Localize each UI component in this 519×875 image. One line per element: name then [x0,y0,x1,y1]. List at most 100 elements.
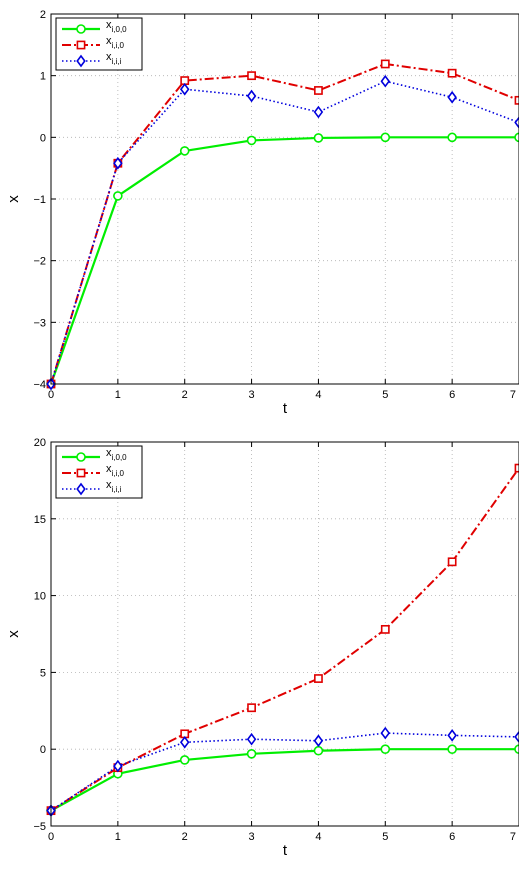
data-point-x_iii [514,730,519,744]
data-point-x_i00 [113,191,123,201]
data-point-x_i00 [246,135,257,146]
series-layer [46,463,519,817]
legend: xi,0,0xi,i,0xi,i,i [55,17,143,71]
grid [51,14,519,384]
data-point-x_ii0 [314,674,323,683]
legend-marker-x_i00 [76,24,86,34]
data-point-x_ii0 [380,59,390,69]
x-tick-label: 3 [249,831,255,843]
legend-marker-x_iii [76,482,86,496]
series-line-x_ii0 [50,62,519,385]
data-point-x_i00 [179,146,190,156]
data-point-x_iii [179,735,190,749]
series-line-x_iii [50,732,519,812]
y-tick-label: 0 [40,132,46,144]
legend-label-subscript: i,i,i [112,485,122,494]
data-point-x_iii [246,89,257,103]
legend-marker-x_i00 [76,452,86,462]
y-tick-label: 1 [40,71,46,83]
legend-label-base: x [106,447,112,459]
data-point-x_iii [447,90,457,104]
legend-marker-x_ii0 [76,40,86,50]
legend-label-base: x [106,463,112,475]
data-point-x_i00 [179,755,190,765]
data-point-x_i00 [313,133,324,143]
data-point-x_i00 [514,132,519,143]
y-tick-label: 5 [40,667,46,679]
legend-label-x_iii: xi,i,i [106,51,122,66]
y-tick-label: −5 [33,821,46,833]
data-point-x_ii0 [514,95,519,105]
series-line-x_iii [50,80,519,385]
legend-label-x_iii: xi,i,i [106,479,122,494]
y-axis-label: x [5,195,22,203]
x-tick-label: 3 [249,389,255,401]
series-line-x_i00 [49,136,519,385]
x-tick-label: 7 [510,831,516,843]
data-point-x_iii [313,105,324,119]
y-tick-label: −3 [33,317,46,329]
y-tick-label: −4 [33,379,46,391]
legend-label-base: x [106,51,112,63]
legend-label-base: x [106,479,112,491]
data-point-x_ii0 [514,463,519,473]
x-tick-label: 5 [382,831,388,843]
y-tick-label: 2 [40,9,46,21]
data-point-x_i00 [380,744,391,755]
data-point-x_iii [179,82,190,96]
y-tick-label: 20 [34,437,46,449]
legend-label-subscript: i,0,0 [112,453,128,462]
data-point-x_iii [246,732,257,746]
legend-label-x_i00: xi,0,0 [106,447,127,462]
legend: xi,0,0xi,i,0xi,i,i [55,445,143,499]
x-tick-label: 0 [48,831,54,843]
x-tick-label: 6 [449,389,455,401]
y-tick-label: 15 [34,514,46,526]
series-layer [46,59,519,391]
data-point-x_iii [380,74,391,88]
data-point-x_iii [447,729,457,742]
legend-label-subscript: i,i,0 [112,41,125,50]
x-tick-label: 4 [315,831,321,843]
y-axis-label: x [5,630,22,638]
x-tick-label: 4 [315,389,321,401]
data-point-x_iii [380,726,391,740]
plot-frame [50,441,519,827]
data-point-x_iii [514,116,519,129]
series-line-x_i00 [50,748,519,812]
data-point-x_i00 [380,132,391,143]
x-tick-label: 1 [115,831,121,843]
legend-label-base: x [106,35,112,47]
x-axis-label: t [283,400,288,417]
data-point-x_ii0 [447,68,457,78]
data-point-x_i00 [514,744,519,754]
legend-marker-x_ii0 [76,468,86,478]
data-point-x_ii0 [247,703,256,713]
data-point-x_iii [113,759,123,773]
x-tick-label: 0 [48,389,54,401]
data-point-x_ii0 [380,624,390,634]
y-tick-label: 0 [40,744,46,756]
x-tick-label: 6 [449,831,455,843]
data-point-x_i00 [246,749,257,759]
data-point-x_ii0 [314,86,323,95]
legend-label-x_ii0: xi,i,0 [106,463,125,478]
data-point-x_ii0 [447,557,457,567]
data-point-x_i00 [313,745,324,756]
x-tick-label: 7 [510,389,516,401]
data-point-x_iii [113,156,123,170]
data-point-x_iii [313,734,324,748]
x-tick-label: 5 [382,389,388,401]
legend-label-subscript: i,i,i [112,57,122,66]
x-tick-label: 2 [182,831,188,843]
x-tick-label: 1 [115,389,121,401]
data-point-x_ii0 [247,71,256,81]
legend-label-subscript: i,i,0 [112,469,125,478]
ticks: 0 1 2 3 4 5 6 7 −4 −3 −2 −1 0 1 2 [33,9,519,401]
legend-label-base: x [106,19,112,31]
series-line-x_ii0 [50,467,519,812]
